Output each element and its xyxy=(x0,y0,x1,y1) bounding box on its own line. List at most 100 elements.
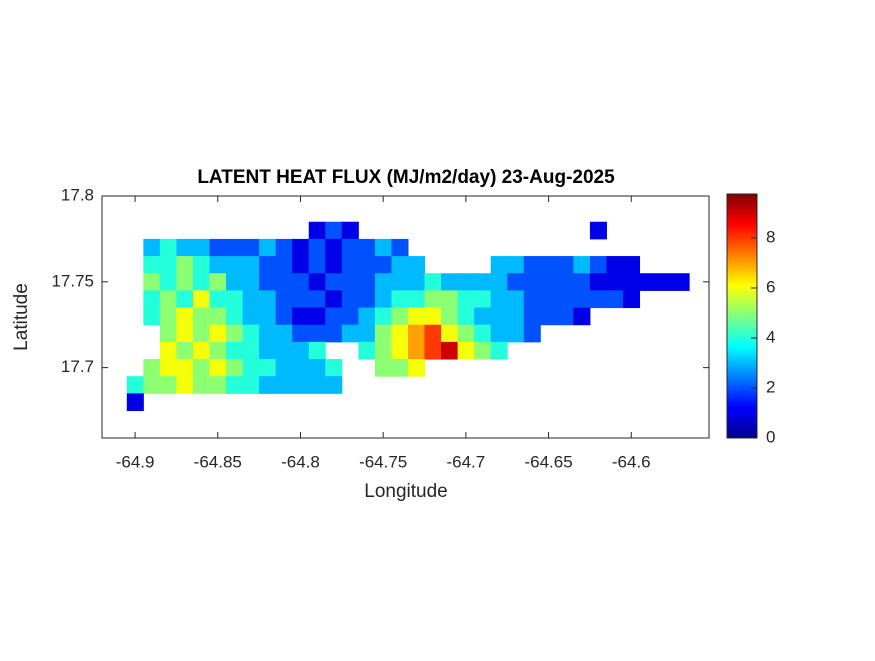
raster-cell xyxy=(226,273,244,291)
raster-cell xyxy=(209,376,227,394)
raster-cell xyxy=(639,273,657,291)
x-tick-label: -64.6 xyxy=(612,452,651,471)
raster-cell xyxy=(374,341,392,360)
raster-cell xyxy=(209,290,227,309)
raster-cell xyxy=(391,273,409,291)
raster-cell xyxy=(606,290,624,309)
raster-cell xyxy=(176,273,194,291)
colorbar-tick-label: 8 xyxy=(766,227,775,246)
raster-cell xyxy=(507,273,525,291)
raster-cell xyxy=(259,359,277,377)
raster-cell xyxy=(209,256,227,274)
raster-cell xyxy=(209,324,227,343)
colorbar-tick-label: 0 xyxy=(766,427,775,446)
raster-cell xyxy=(226,324,244,343)
raster-cell xyxy=(325,221,343,240)
raster-cell xyxy=(226,256,244,274)
raster-cell xyxy=(308,273,326,291)
raster-cell xyxy=(242,307,260,326)
raster-cell xyxy=(226,307,244,326)
raster-cell xyxy=(259,341,277,360)
raster-cell xyxy=(275,273,293,291)
raster-cell xyxy=(556,256,574,274)
raster-cell xyxy=(358,324,376,343)
raster-cell xyxy=(573,290,591,309)
raster-cell xyxy=(507,324,525,343)
raster-cell xyxy=(474,324,492,343)
raster-cell xyxy=(358,256,376,274)
raster-cell xyxy=(556,307,574,326)
raster-cell xyxy=(308,256,326,274)
raster-cell xyxy=(358,238,376,257)
raster-cell xyxy=(573,307,591,326)
raster-cell xyxy=(143,256,161,274)
raster-cell xyxy=(308,324,326,343)
raster-cell xyxy=(325,307,343,326)
raster-cell xyxy=(176,376,194,394)
raster-cell xyxy=(209,273,227,291)
raster-cell xyxy=(457,307,475,326)
raster-cell xyxy=(176,307,194,326)
raster-cell xyxy=(275,307,293,326)
raster-cell xyxy=(159,359,177,377)
raster-cell xyxy=(308,376,326,394)
raster-cell xyxy=(292,256,310,274)
x-tick-label: -64.7 xyxy=(446,452,485,471)
raster-cell xyxy=(259,307,277,326)
raster-cell xyxy=(176,359,194,377)
raster-cell xyxy=(209,238,227,257)
raster-cell xyxy=(407,256,426,274)
raster-cell xyxy=(192,256,211,274)
raster-cell xyxy=(556,273,574,291)
raster-cell xyxy=(226,290,244,309)
raster-cell xyxy=(308,359,326,377)
raster-cell xyxy=(242,324,260,343)
raster-cell xyxy=(226,341,244,360)
raster-cell xyxy=(242,238,260,257)
colorbar-tick-label: 6 xyxy=(766,277,775,296)
raster-cell xyxy=(242,273,260,291)
raster-cell xyxy=(441,290,459,309)
raster-cell xyxy=(341,273,359,291)
raster-cell xyxy=(143,376,161,394)
raster-cell xyxy=(292,238,310,257)
raster-cell xyxy=(259,324,277,343)
y-axis-label: Latitude xyxy=(11,283,32,351)
raster-cell xyxy=(391,359,409,377)
raster-cell xyxy=(474,273,492,291)
raster-cell xyxy=(441,307,459,326)
raster-cell xyxy=(226,359,244,377)
raster xyxy=(126,221,690,412)
raster-cell xyxy=(374,256,392,274)
raster-cell xyxy=(308,238,326,257)
raster-cell xyxy=(292,290,310,309)
y-tick-label: 17.75 xyxy=(51,271,94,290)
raster-cell xyxy=(325,376,343,394)
raster-cell xyxy=(159,376,177,394)
raster-cell xyxy=(176,238,194,257)
raster-cell xyxy=(275,324,293,343)
raster-cell xyxy=(176,324,194,343)
raster-cell xyxy=(474,341,492,360)
raster-cell xyxy=(606,256,624,274)
raster-cell xyxy=(292,376,310,394)
raster-cell xyxy=(292,273,310,291)
chart-title: LATENT HEAT FLUX (MJ/m2/day) 23-Aug-2025 xyxy=(197,167,615,188)
raster-cell xyxy=(209,341,227,360)
raster-cell xyxy=(259,290,277,309)
raster-cell xyxy=(341,324,359,343)
raster-cell xyxy=(275,359,293,377)
raster-cell xyxy=(589,256,607,274)
x-tick-label: -64.85 xyxy=(194,452,242,471)
raster-cell xyxy=(358,307,376,326)
raster-cell xyxy=(242,359,260,377)
raster-cell xyxy=(159,256,177,274)
raster-cell xyxy=(391,341,409,360)
raster-cell xyxy=(143,238,161,257)
raster-cell xyxy=(275,238,293,257)
raster-cell xyxy=(308,341,326,360)
raster-cell xyxy=(143,290,161,309)
colorbar-tick-label: 2 xyxy=(766,377,775,396)
raster-cell xyxy=(292,341,310,360)
